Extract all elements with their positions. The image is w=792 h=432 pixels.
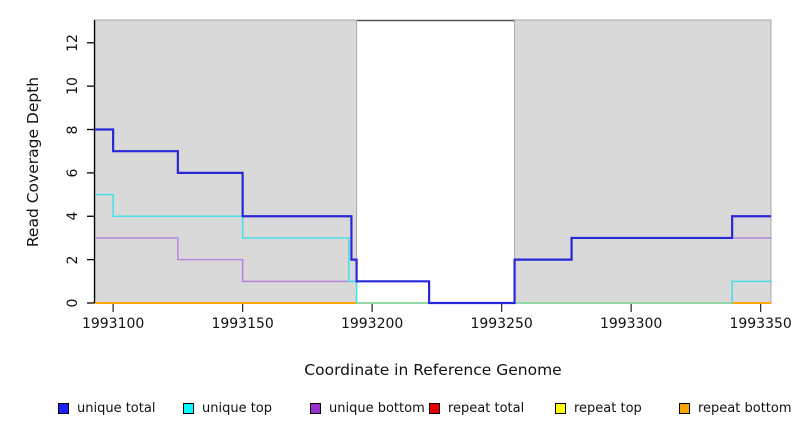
legend-label: repeat top	[574, 401, 642, 416]
legend-item-repeat-total: repeat total	[429, 401, 524, 416]
legend-swatch-icon	[58, 403, 69, 414]
legend-label: repeat total	[448, 401, 525, 416]
x-tick-label: 1993150	[211, 316, 274, 332]
y-tick-label: 12	[65, 33, 81, 52]
x-tick-label: 1993250	[470, 316, 533, 332]
legend-item-unique-total: unique total	[58, 401, 155, 416]
series-line-unique-total	[95, 128, 771, 305]
legend-label: unique bottom	[329, 401, 425, 416]
y-tick-label: 6	[65, 168, 81, 178]
legend-label: unique total	[77, 401, 156, 416]
legend-swatch-icon	[310, 403, 321, 414]
legend-item-repeat-bottom: repeat bottom	[679, 401, 792, 416]
legend-swatch-icon	[429, 403, 440, 414]
y-tick-label: 10	[65, 77, 81, 96]
shaded-region	[94, 19, 358, 304]
series-line-unique-top	[95, 193, 771, 304]
legend-swatch-icon	[183, 403, 194, 414]
legend-label: repeat bottom	[698, 401, 792, 416]
x-tick-label: 1993350	[729, 316, 792, 332]
x-axis-label: Coordinate in Reference Genome	[304, 361, 562, 379]
y-tick-label: 4	[65, 211, 81, 221]
x-tick-label: 1993100	[81, 316, 145, 332]
legend-item-repeat-top: repeat top	[555, 401, 642, 416]
y-tick-label: 2	[65, 255, 81, 265]
legend-swatch-icon	[555, 403, 566, 414]
legend-swatch-icon	[679, 403, 690, 414]
x-tick-label: 1993200	[340, 316, 404, 332]
legend-label: unique top	[202, 401, 273, 416]
y-tick-label: 8	[65, 125, 81, 134]
legend-item-unique-top: unique top	[183, 401, 272, 416]
legend-item-unique-bottom: unique bottom	[310, 401, 425, 416]
y-axis-label: Read Coverage Depth	[24, 76, 42, 248]
x-tick-label: 1993300	[599, 316, 663, 332]
shaded-region	[514, 19, 772, 304]
